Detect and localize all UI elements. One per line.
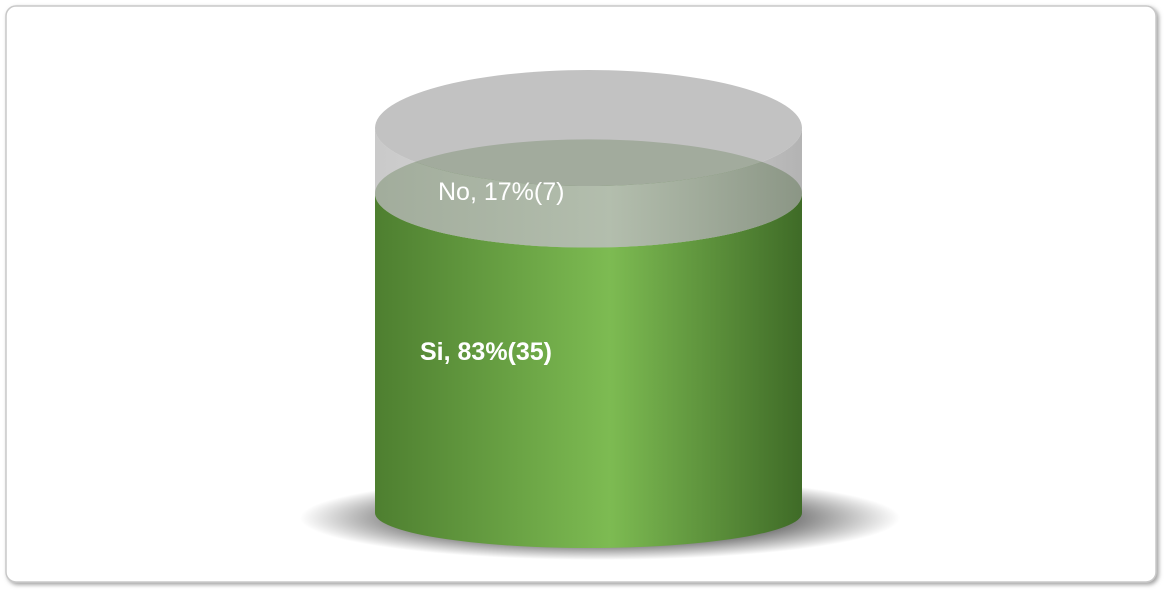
data-label: Si, 83%(35) <box>420 338 552 366</box>
data-label: No, 17%(7) <box>438 178 564 206</box>
cylinder-segment <box>375 193 802 548</box>
cylinder-cap <box>375 70 802 186</box>
cylinder-segment <box>375 128 802 248</box>
